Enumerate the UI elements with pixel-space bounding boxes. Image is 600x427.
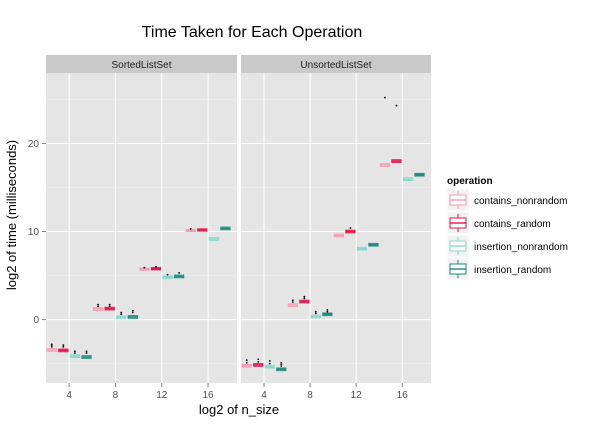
outlier-point bbox=[268, 360, 271, 362]
legend-label-contains_nonrandom: contains_nonrandom bbox=[474, 196, 567, 207]
outlier-point bbox=[108, 305, 111, 308]
outlier-point bbox=[245, 361, 248, 364]
outlier-point bbox=[97, 305, 99, 308]
outlier-point bbox=[166, 273, 169, 276]
outlier-point bbox=[74, 350, 76, 353]
x-tick-label: 4 bbox=[261, 390, 267, 401]
y-axis: 0 10 20 bbox=[28, 139, 46, 326]
outlier-point bbox=[257, 358, 260, 361]
outlier-point bbox=[326, 310, 329, 313]
outlier-point bbox=[120, 313, 123, 316]
outlier-point bbox=[97, 303, 99, 306]
outlier-point bbox=[314, 310, 317, 313]
x-tick-label: 8 bbox=[113, 390, 119, 401]
y-tick-label: 10 bbox=[28, 227, 40, 238]
outlier-point bbox=[62, 344, 65, 347]
facet-strip-label: SortedListSet bbox=[111, 60, 171, 71]
chart-title: Time Taken for Each Operation bbox=[142, 24, 363, 41]
facet-strip bbox=[241, 55, 431, 73]
facet-strip-label: UnsortedListSet bbox=[300, 60, 371, 71]
outlier-point bbox=[143, 266, 146, 269]
outlier-point bbox=[245, 359, 248, 362]
x-axis-label: log2 of n_size bbox=[199, 402, 279, 417]
outlier-point bbox=[303, 295, 306, 298]
y-tick-label: 0 bbox=[33, 315, 39, 326]
outlier-point bbox=[280, 363, 283, 366]
x-tick-label: 16 bbox=[202, 390, 214, 401]
outlier-point bbox=[291, 299, 294, 302]
outlier-point bbox=[303, 297, 306, 300]
facet-panels: SortedListSet UnsortedListSet bbox=[46, 55, 431, 383]
y-tick-label: 20 bbox=[28, 139, 40, 150]
outlier-point bbox=[50, 345, 53, 348]
legend-label-insertion_random: insertion_random bbox=[474, 265, 551, 276]
facet-panel: UnsortedListSet bbox=[241, 55, 431, 383]
outlier-point bbox=[74, 352, 76, 354]
outlier-point bbox=[280, 361, 283, 364]
outlier-point bbox=[395, 104, 398, 107]
outlier-point bbox=[349, 227, 352, 229]
x-tick-label: 4 bbox=[66, 390, 72, 401]
outlier-point bbox=[178, 272, 181, 274]
panel-background bbox=[241, 73, 431, 383]
outlier-point bbox=[120, 311, 123, 314]
outlier-point bbox=[326, 309, 329, 311]
facet-panel: SortedListSet bbox=[46, 55, 237, 383]
outlier-point bbox=[280, 365, 283, 368]
legend-label-contains_random: contains_random bbox=[474, 219, 551, 230]
outlier-point bbox=[85, 352, 88, 354]
outlier-point bbox=[85, 350, 88, 353]
outlier-point bbox=[189, 227, 192, 230]
outlier-point bbox=[291, 301, 294, 303]
outlier-point bbox=[384, 96, 386, 99]
legend: operation contains_nonrandom contains_ran… bbox=[446, 176, 568, 281]
x-tick-label: 12 bbox=[156, 390, 168, 401]
outlier-point bbox=[62, 345, 65, 348]
y-axis-label: log2 of time (milliseconds) bbox=[4, 140, 19, 290]
legend-label-insertion_nonrandom: insertion_nonrandom bbox=[474, 242, 568, 253]
x-tick-label: 8 bbox=[307, 390, 313, 401]
panel-background bbox=[46, 73, 237, 383]
outlier-point bbox=[257, 360, 260, 363]
outlier-point bbox=[131, 311, 134, 314]
legend-title: operation bbox=[447, 176, 493, 187]
outlier-point bbox=[50, 343, 53, 346]
outlier-point bbox=[108, 303, 111, 306]
x-tick-label: 12 bbox=[351, 390, 363, 401]
outlier-point bbox=[131, 309, 134, 312]
x-axis: 4 8 12 16 4 8 12 16 bbox=[66, 383, 408, 401]
outlier-point bbox=[155, 265, 157, 268]
x-tick-label: 16 bbox=[397, 390, 409, 401]
outlier-point bbox=[268, 362, 271, 365]
outlier-point bbox=[314, 312, 317, 315]
facet-strip bbox=[46, 55, 237, 73]
